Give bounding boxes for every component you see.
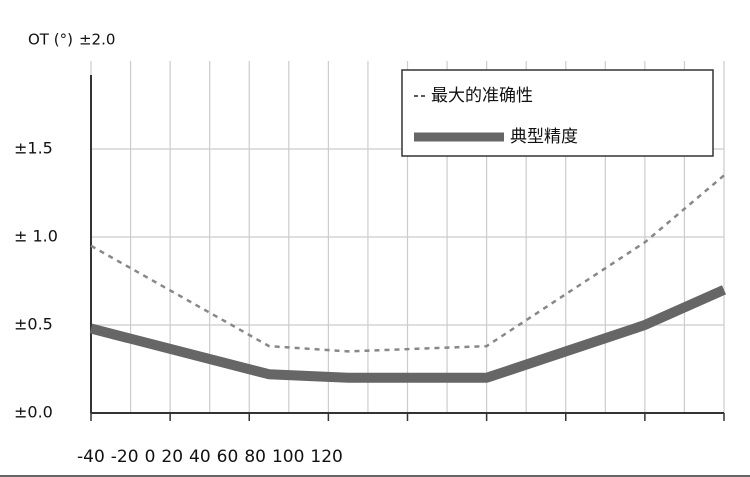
x-tick-label: 40: [189, 447, 211, 467]
dashed-line: [90, 174, 725, 353]
x-tick-label: 100: [272, 447, 304, 467]
x-tick-label: 20: [161, 447, 183, 467]
y-tick-label: ±0.5: [14, 315, 53, 334]
x-tick-label: -40: [77, 447, 105, 467]
thick-line: [89, 285, 727, 383]
y-tick-label: ±2.0: [79, 31, 115, 49]
legend-box: [401, 69, 714, 157]
x-tick-label: -20: [111, 447, 139, 467]
x-tick-label: 80: [244, 447, 266, 467]
x-tick-label: 60: [217, 447, 239, 467]
y-tick-label: ± 1.0: [14, 227, 58, 246]
y-tick-label: ±0.0: [14, 403, 53, 422]
x-tick-label: 0: [145, 447, 156, 467]
legend-label: 典型精度: [510, 127, 578, 147]
y-tick-label: ±1.5: [14, 139, 53, 158]
x-tick-label: 120: [310, 447, 342, 467]
y-axis-label: OT (°): [28, 31, 73, 49]
legend-label: 最大的准确性: [431, 86, 533, 106]
